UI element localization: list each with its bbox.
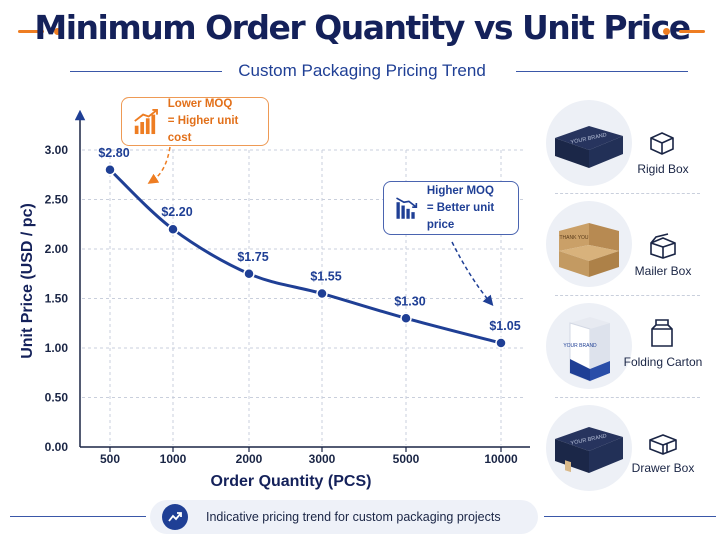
rigid-box-image: YOUR BRAND: [546, 100, 632, 186]
x-tick-label: 3000: [309, 452, 336, 466]
subtitle-rule-right: [516, 71, 688, 72]
y-tick-label: 2.00: [45, 242, 69, 256]
product-divider: [555, 193, 700, 194]
callout-arrow-blue: [451, 241, 494, 307]
data-label: $1.55: [310, 270, 341, 284]
footer-rule-left: [10, 516, 146, 517]
title-dot-right: [663, 28, 670, 35]
y-axis-title: Unit Price (USD / pc): [19, 203, 36, 359]
rising-bars-icon: [134, 108, 158, 134]
product-divider: [555, 295, 700, 296]
title-dash-left: [18, 30, 44, 33]
data-point: [104, 164, 116, 176]
data-point: [167, 223, 179, 235]
data-point: [316, 287, 328, 300]
mailer-box-print: THANK YOU: [559, 235, 588, 241]
x-tick-label: 1000: [160, 452, 187, 466]
page-title: Minimum Order Quantity vs Unit Price: [34, 8, 691, 47]
mailer-box-icon: [650, 233, 676, 259]
callout-arrow-orange: [147, 146, 171, 184]
data-label: $2.20: [161, 205, 192, 219]
data-point: [243, 268, 255, 280]
footer-text: Indicative pricing trend for custom pack…: [206, 510, 501, 524]
product-divider: [555, 397, 700, 398]
y-tick-label: 3.00: [45, 143, 69, 157]
rigid-box-icon: [650, 132, 674, 155]
title-dash-right: [679, 30, 705, 33]
y-tick-label: 1.00: [45, 341, 69, 355]
subtitle-rule-left: [70, 71, 222, 72]
series-line: [108, 168, 502, 345]
falling-bars-icon: [396, 197, 418, 219]
product-label-drawer-box: Drawer Box: [631, 461, 695, 475]
data-label: $1.30: [394, 294, 425, 308]
footer-note: Indicative pricing trend for custom pack…: [150, 500, 538, 534]
title-dot-left: [54, 28, 61, 35]
data-label: $1.75: [237, 250, 268, 264]
drawer-box-icon: [649, 434, 677, 455]
data-point: [400, 312, 412, 325]
product-label-rigid-box: Rigid Box: [637, 162, 689, 176]
folding-carton-brand: YOUR BRAND: [563, 343, 597, 349]
x-tick-label: 500: [100, 452, 120, 466]
product-label-mailer-box: Mailer Box: [634, 264, 692, 278]
callout-higher-moq: Higher MOQ = Better unit price: [383, 181, 519, 235]
folding-carton-icon: [651, 319, 673, 347]
y-tick-label: 1.50: [45, 292, 69, 306]
mailer-box-image: THANK YOU: [546, 201, 632, 287]
drawer-box-image: YOUR BRAND: [546, 405, 632, 491]
footer-rule-right: [544, 516, 716, 517]
trend-chart-icon: [162, 504, 188, 530]
y-tick-label: 0.00: [45, 440, 69, 454]
callout-higher-moq-line2: = Better unit price: [426, 201, 495, 231]
x-axis-title: Order Quantity (PCS): [211, 473, 372, 490]
folding-carton-image: YOUR BRAND: [546, 303, 632, 389]
page-subtitle: Custom Packaging Pricing Trend: [238, 61, 486, 80]
data-label: $1.05: [489, 319, 520, 333]
x-tick-label: 10000: [484, 452, 518, 466]
x-tick-label: 5000: [393, 452, 420, 466]
data-label: $2.80: [98, 146, 129, 160]
y-tick-label: 2.50: [45, 193, 69, 207]
callout-lower-moq-line1: Lower MOQ: [167, 98, 233, 110]
data-point: [495, 337, 507, 349]
x-tick-label: 2000: [236, 452, 263, 466]
y-tick-label: 0.50: [45, 391, 69, 405]
callout-lower-moq-line2: = Higher unit cost: [167, 115, 239, 144]
product-label-folding-carton: Folding Carton: [623, 355, 703, 369]
callout-higher-moq-line1: Higher MOQ: [426, 184, 494, 197]
callout-lower-moq: Lower MOQ = Higher unit cost: [121, 97, 269, 146]
